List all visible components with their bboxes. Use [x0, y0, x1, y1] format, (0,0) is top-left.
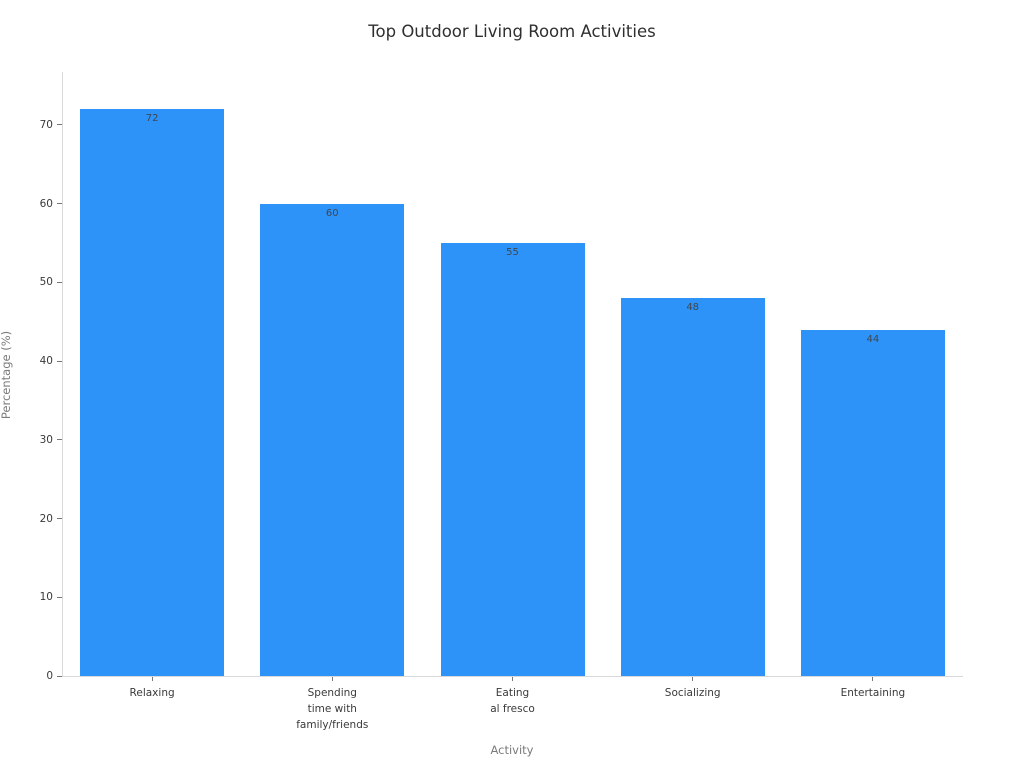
bar [440, 242, 585, 676]
x-tick [512, 677, 513, 681]
y-tick [57, 596, 62, 598]
bar [800, 329, 945, 676]
bar [620, 298, 765, 676]
y-tick [57, 675, 62, 677]
y-axis-spine [62, 72, 63, 676]
x-category-label: Eating al fresco [490, 687, 535, 715]
bar-value-label: 44 [866, 333, 880, 345]
x-category-label: Relaxing [129, 687, 175, 699]
y-tick [57, 360, 62, 362]
bar [80, 109, 225, 676]
y-tick [57, 439, 62, 441]
y-tick-label: 20 [39, 512, 53, 525]
x-axis-spine [62, 676, 963, 677]
y-tick-label: 0 [46, 670, 53, 682]
x-tick [151, 677, 153, 681]
y-tick-label: 70 [39, 118, 53, 131]
x-category-label: Socializing [664, 687, 721, 699]
x-tick [331, 677, 333, 681]
bar-value-label: 72 [145, 113, 159, 124]
y-tick-label: 10 [39, 591, 53, 604]
x-category-label: Entertaining [840, 687, 906, 699]
y-axis-title: Percentage (%) [0, 330, 13, 420]
x-axis-title: Activity [490, 743, 534, 757]
x-tick [692, 677, 694, 681]
y-tick [57, 518, 62, 519]
y-tick-label: 50 [39, 276, 53, 289]
y-tick-label: 60 [39, 197, 53, 210]
bar-value-label: 60 [325, 207, 339, 219]
chart-title: Top Outdoor Living Room Activities [368, 22, 656, 41]
bar [260, 203, 405, 676]
y-tick-label: 40 [39, 355, 53, 367]
x-category-label: Spending time with family/friends [296, 687, 369, 731]
y-tick [57, 281, 62, 283]
plot-area: 72 60 55 48 44 0 10 20 30 40 50 60 70 Relaxing Spendi… [40, 72, 963, 731]
y-tick [57, 124, 62, 126]
bar-value-label: 55 [506, 246, 519, 258]
y-tick [57, 203, 62, 204]
bar-value-label: 48 [686, 302, 700, 313]
x-tick [872, 677, 874, 681]
y-tick-label: 30 [39, 433, 53, 446]
